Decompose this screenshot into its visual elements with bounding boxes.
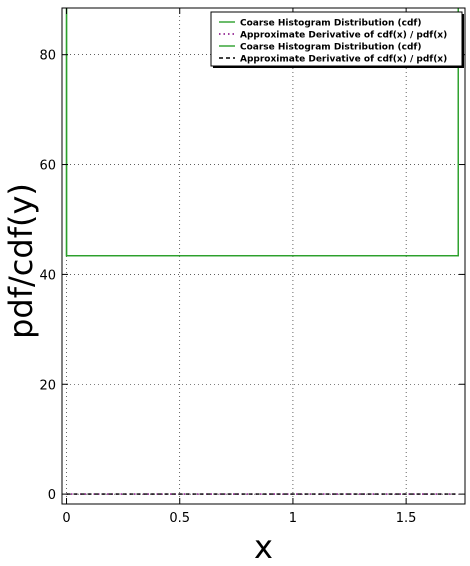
y-tick-label: 40 [39,268,56,283]
series-line-3 [65,8,459,257]
x-tick-label: 1 [289,511,297,526]
y-tick-label: 80 [39,49,56,64]
plot-frame [61,7,466,505]
legend: Coarse Histogram Distribution (cdf) Appro… [210,11,464,68]
legend-box [210,11,463,67]
plot-lines [65,8,459,495]
x-tick-label: 1.5 [396,511,417,526]
y-axis-label: pdf/cdf(y) [2,183,40,339]
x-tick-label: 0 [62,511,70,526]
y-tick-label: 20 [39,378,56,393]
legend-label: Coarse Histogram Distribution (cdf) [240,19,421,29]
legend-label: Coarse Histogram Distribution (cdf) [240,43,421,53]
y-tick-label: 0 [48,488,56,503]
legend-label: Approximate Derivative of cdf(x) / pdf(x… [240,55,447,65]
legend-label: Approximate Derivative of cdf(x) / pdf(x… [240,31,447,41]
x-axis-label: x [254,528,273,566]
ticks: 0 0.5 1 1.5 0 20 40 60 80 [39,8,465,526]
y-tick-label: 60 [39,159,56,174]
x-tick-label: 0.5 [169,511,190,526]
